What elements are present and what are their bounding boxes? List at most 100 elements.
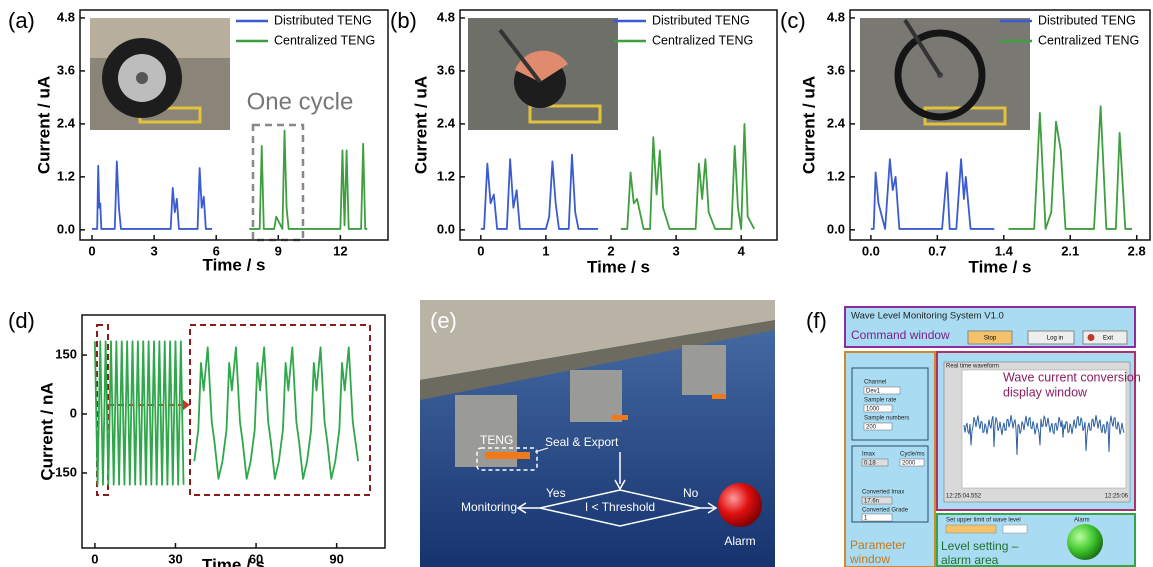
param: 2000: [902, 461, 916, 467]
display-window: Wave current conversion: [1003, 370, 1141, 384]
x-axis-label: Time / s: [587, 257, 650, 276]
command-window: Command window: [851, 328, 950, 342]
panel-label: (c): [780, 8, 806, 33]
x-axis-label: Time / s: [203, 255, 266, 274]
panel-e: (e) TENG Seal & Export I < Threshold Yes…: [420, 300, 775, 567]
y-tick-label: 2.4: [57, 115, 76, 130]
x-tick-label: 1.4: [995, 243, 1014, 258]
legend-label: Centralized TENG: [274, 33, 375, 47]
y-tick-label: 1.2: [437, 168, 455, 183]
y-axis-label: Current / uA: [799, 76, 818, 174]
panel-label: (e): [430, 308, 457, 333]
y-tick-label: 3.6: [437, 62, 455, 77]
param: Channel: [864, 380, 886, 386]
no-label: No: [683, 486, 699, 500]
param: Sample numbers: [864, 416, 909, 422]
x-tick-label: 9: [275, 243, 282, 258]
legend-label: Distributed TENG: [652, 13, 750, 27]
panel-label: (f): [806, 308, 827, 333]
panel-label: (b): [390, 8, 417, 33]
y-tick-label: 0.0: [437, 221, 455, 236]
y-axis-label: Current / uA: [411, 76, 430, 174]
photo-bicycle: [860, 18, 1030, 130]
line-series: [621, 124, 754, 229]
x-tick-label: 2: [607, 243, 614, 258]
y-tick-label: 3.6: [57, 62, 75, 77]
waveform-time: 12:25:04.552: [946, 494, 982, 500]
button-label: Log in: [1047, 336, 1063, 342]
param: 17.6n: [864, 499, 879, 505]
zoom-arrowhead: [182, 399, 190, 411]
button-label: Exit: [1103, 336, 1113, 342]
alarm-label: Alarm: [1074, 518, 1090, 524]
line-series: [871, 159, 994, 229]
x-tick-label: 3: [150, 243, 157, 258]
x-tick-label: 0.0: [862, 243, 880, 258]
figure: One cycle (e) TENG Seal & Export I < Thr…: [0, 0, 1153, 567]
param: 0.18: [864, 461, 876, 467]
parameter-window: window: [849, 552, 890, 566]
x-tick-label: 1: [542, 243, 549, 258]
x-tick-label: 3: [672, 243, 679, 258]
yes-label: Yes: [546, 486, 566, 500]
x-tick-label: 30: [168, 551, 182, 566]
x-tick-label: 0.7: [928, 243, 946, 258]
annotation: One cycle: [247, 88, 354, 115]
photo-car: [90, 18, 230, 130]
level-area: Level setting –: [941, 539, 1019, 553]
y-tick-label: 4.8: [437, 9, 455, 24]
x-tick-label: 0: [88, 243, 95, 258]
level-area: alarm area: [941, 553, 999, 567]
upper-limit: Set upper limit of wave level: [946, 518, 1021, 524]
legend-label: Distributed TENG: [274, 13, 372, 27]
line-series: [92, 161, 212, 229]
button-label: Stop: [984, 336, 997, 342]
x-axis-label: Time / s: [969, 257, 1032, 276]
waveform-time: 12:25:06: [1105, 494, 1129, 500]
monitoring-label: Monitoring: [461, 500, 517, 514]
parameter-window: Parameter: [850, 538, 906, 552]
condition: I < Threshold: [585, 500, 655, 514]
y-tick-label: 1.2: [827, 168, 845, 183]
y-tick-label: 2.4: [827, 115, 846, 130]
param: Sample rate: [864, 398, 897, 404]
y-axis-label: Current / nA: [37, 382, 56, 480]
seal-label: Seal & Export: [545, 435, 619, 449]
display-window: display window: [1003, 385, 1088, 399]
param: Cycle/ms: [900, 452, 925, 458]
y-tick-label: 2.4: [437, 115, 456, 130]
param: 1000: [866, 407, 880, 413]
x-tick-label: 90: [329, 551, 343, 566]
y-tick-label: 1.2: [57, 168, 75, 183]
x-tick-label: 2.8: [1128, 243, 1146, 258]
y-tick-label: 0: [70, 405, 77, 420]
app-title: Wave Level Monitoring System V1.0: [851, 311, 1004, 322]
panel-label: (d): [8, 308, 35, 333]
x-tick-label: 2.1: [1061, 243, 1079, 258]
x-axis-label: Time / s: [202, 555, 265, 567]
y-tick-label: 150: [55, 347, 77, 362]
panel-f: (f) Wave Level Monitoring System V1.0 Co…: [806, 307, 1141, 567]
legend-label: Centralized TENG: [1038, 33, 1139, 47]
line-series: [95, 341, 358, 484]
panel-label: (a): [8, 8, 35, 33]
y-tick-label: 4.8: [57, 9, 75, 24]
photo-scooter: [468, 18, 618, 130]
param: Imax: [862, 452, 875, 458]
x-tick-label: 4: [738, 243, 746, 258]
x-tick-label: 0: [477, 243, 484, 258]
x-tick-label: 12: [333, 243, 347, 258]
alarm-label: Alarm: [724, 534, 755, 548]
waveform-title: Real time waveform: [946, 364, 999, 370]
param: 200: [866, 425, 877, 431]
legend-label: Distributed TENG: [1038, 13, 1136, 27]
y-tick-label: 3.6: [827, 62, 845, 77]
y-axis-label: Current / uA: [34, 76, 53, 174]
param: Dev1: [866, 389, 881, 395]
y-tick-label: 0.0: [57, 221, 75, 236]
teng-label: TENG: [480, 433, 513, 447]
param: Converted Imax: [862, 490, 904, 496]
legend-label: Centralized TENG: [652, 33, 753, 47]
x-tick-label: 0: [91, 551, 98, 566]
param: Converted Grade: [862, 508, 909, 514]
